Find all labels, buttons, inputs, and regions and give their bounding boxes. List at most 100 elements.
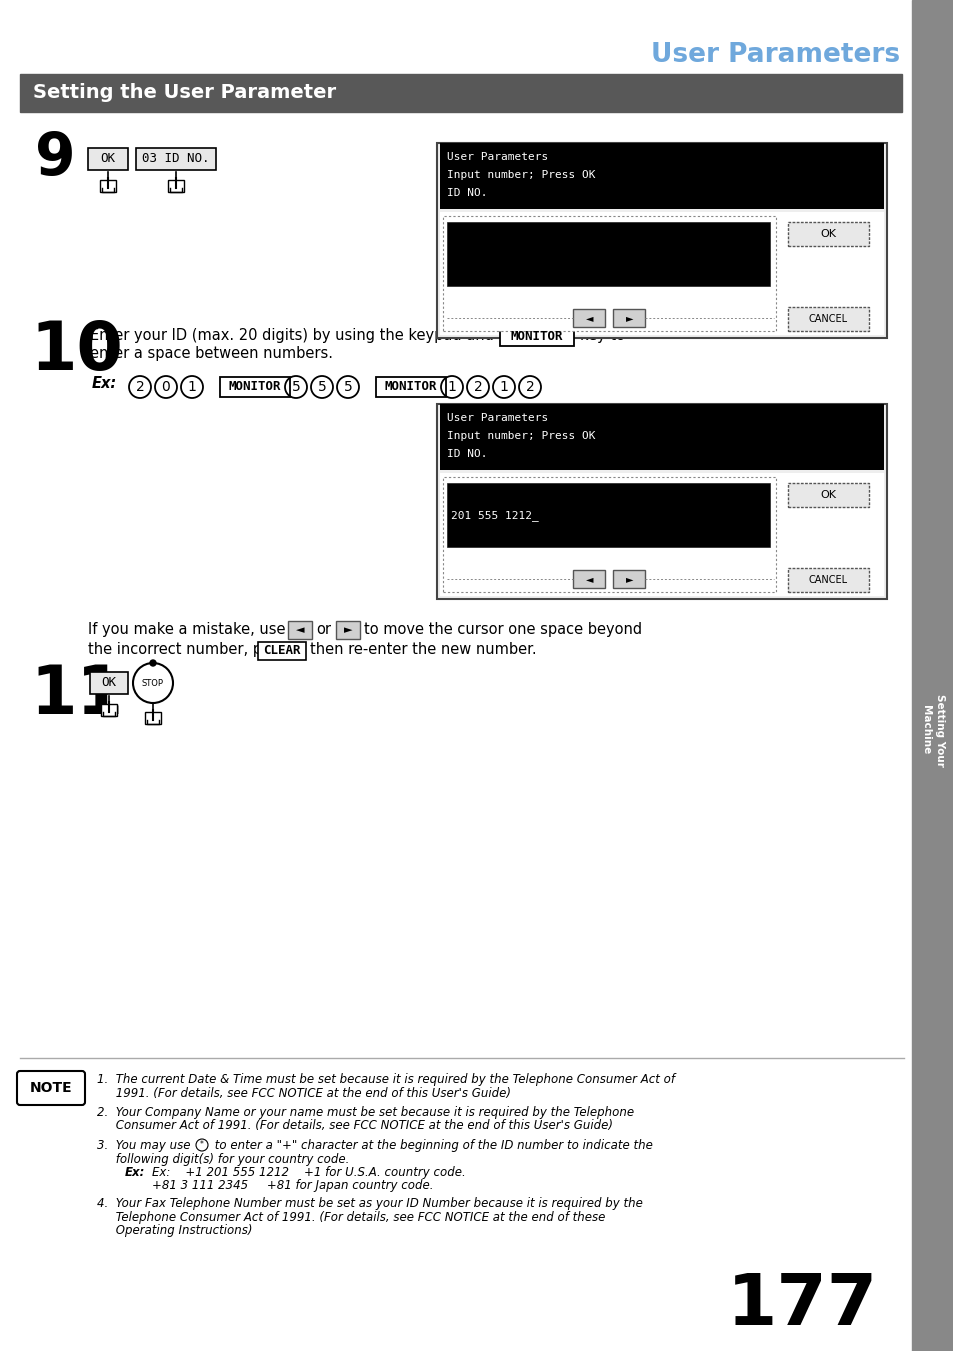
Text: 2: 2 xyxy=(135,380,144,394)
Text: User Parameters: User Parameters xyxy=(447,413,548,423)
Bar xyxy=(442,477,775,592)
Text: 5: 5 xyxy=(317,380,326,394)
Text: 1: 1 xyxy=(499,380,508,394)
Bar xyxy=(101,704,117,716)
Text: OK: OK xyxy=(820,490,836,500)
Bar xyxy=(573,570,605,588)
Text: MONITOR: MONITOR xyxy=(510,330,562,343)
Text: CANCEL: CANCEL xyxy=(808,313,847,324)
Text: Ex:: Ex: xyxy=(91,376,117,390)
Bar xyxy=(100,180,116,192)
Bar xyxy=(335,621,359,639)
Bar xyxy=(20,74,901,112)
FancyBboxPatch shape xyxy=(17,1071,85,1105)
Text: 5: 5 xyxy=(292,380,300,394)
Text: Telephone Consumer Act of 1991. (For details, see FCC NOTICE at the end of these: Telephone Consumer Act of 1991. (For det… xyxy=(97,1210,605,1224)
Text: 03 ID NO.: 03 ID NO. xyxy=(142,153,210,166)
Text: 9: 9 xyxy=(35,130,75,186)
Text: enter a space between numbers.: enter a space between numbers. xyxy=(90,346,333,361)
Text: User Parameters: User Parameters xyxy=(650,42,899,68)
Bar xyxy=(439,212,883,335)
Text: 1: 1 xyxy=(188,380,196,394)
Text: 11: 11 xyxy=(30,662,123,728)
Bar xyxy=(447,484,769,547)
Text: Enter your ID (max. 20 digits) by using the keypad and: Enter your ID (max. 20 digits) by using … xyxy=(90,328,494,343)
Text: ►: ► xyxy=(625,313,633,323)
Circle shape xyxy=(150,661,156,666)
Bar xyxy=(787,567,868,592)
Text: ◄: ◄ xyxy=(585,574,593,584)
Text: MONITOR: MONITOR xyxy=(384,381,436,393)
Bar xyxy=(257,642,306,661)
Text: OK: OK xyxy=(101,677,116,689)
Text: 1.  The current Date & Time must be set because it is required by the Telephone : 1. The current Date & Time must be set b… xyxy=(97,1073,675,1086)
Bar xyxy=(911,0,953,1351)
Text: or: or xyxy=(315,621,331,638)
Text: Setting Your
Machine: Setting Your Machine xyxy=(921,693,943,766)
Text: If you make a mistake, use: If you make a mistake, use xyxy=(88,621,285,638)
Text: 3.  You may use: 3. You may use xyxy=(97,1139,191,1152)
Text: 4.  Your Fax Telephone Number must be set as your ID Number because it is requir: 4. Your Fax Telephone Number must be set… xyxy=(97,1197,642,1210)
Text: MONITOR: MONITOR xyxy=(229,381,281,393)
Bar xyxy=(88,149,128,170)
Text: 1991. (For details, see FCC NOTICE at the end of this User's Guide): 1991. (For details, see FCC NOTICE at th… xyxy=(97,1086,511,1100)
Text: 10: 10 xyxy=(30,317,123,384)
Text: OK: OK xyxy=(820,230,836,239)
Text: ID NO.: ID NO. xyxy=(447,188,487,199)
Bar xyxy=(145,712,161,724)
Text: 2: 2 xyxy=(525,380,534,394)
Text: Ex:    +1 201 555 1212    +1 for U.S.A. country code.: Ex: +1 201 555 1212 +1 for U.S.A. countr… xyxy=(152,1166,465,1179)
Text: CANCEL: CANCEL xyxy=(808,576,847,585)
Text: +81 3 111 2345     +81 for Japan country code.: +81 3 111 2345 +81 for Japan country cod… xyxy=(152,1179,433,1193)
Bar xyxy=(436,143,886,338)
Text: ◄: ◄ xyxy=(585,313,593,323)
Bar xyxy=(442,216,775,331)
Text: CLEAR: CLEAR xyxy=(263,644,300,658)
Text: following digit(s) for your country code.: following digit(s) for your country code… xyxy=(97,1152,349,1166)
Bar xyxy=(787,222,868,246)
Text: Input number; Press OK: Input number; Press OK xyxy=(447,431,595,440)
Text: User Parameters: User Parameters xyxy=(447,153,548,162)
Text: to move the cursor one space beyond: to move the cursor one space beyond xyxy=(364,621,641,638)
Bar xyxy=(375,377,446,397)
Text: STOP: STOP xyxy=(142,678,164,688)
Text: 1: 1 xyxy=(447,380,456,394)
Text: then re-enter the new number.: then re-enter the new number. xyxy=(310,642,536,657)
Text: Operating Instructions): Operating Instructions) xyxy=(97,1224,253,1238)
Text: 177: 177 xyxy=(726,1271,877,1340)
Bar xyxy=(168,180,184,192)
Text: Setting the User Parameter: Setting the User Parameter xyxy=(33,84,335,103)
Text: 2: 2 xyxy=(473,380,482,394)
Text: ►: ► xyxy=(343,626,352,635)
Bar xyxy=(439,404,883,470)
Text: ◄: ◄ xyxy=(295,626,304,635)
Text: 201 555 1212_: 201 555 1212_ xyxy=(451,509,538,520)
Bar xyxy=(613,570,645,588)
Text: OK: OK xyxy=(100,153,115,166)
Text: Consumer Act of 1991. (For details, see FCC NOTICE at the end of this User's Gui: Consumer Act of 1991. (For details, see … xyxy=(97,1120,613,1132)
Text: Ex:: Ex: xyxy=(125,1166,145,1179)
Bar xyxy=(220,377,290,397)
Bar xyxy=(787,484,868,507)
Bar xyxy=(447,222,769,286)
Text: key to: key to xyxy=(579,328,624,343)
Bar xyxy=(136,149,215,170)
Text: to enter a "+" character at the beginning of the ID number to indicate the: to enter a "+" character at the beginnin… xyxy=(211,1139,652,1152)
Bar xyxy=(439,473,883,596)
Bar xyxy=(439,143,883,209)
Text: ID NO.: ID NO. xyxy=(447,449,487,459)
Bar xyxy=(613,309,645,327)
Text: 5: 5 xyxy=(343,380,352,394)
Bar xyxy=(288,621,312,639)
Text: 0: 0 xyxy=(161,380,171,394)
Bar xyxy=(90,671,128,694)
Text: the incorrect number, press: the incorrect number, press xyxy=(88,642,292,657)
Text: 2.  Your Company Name or your name must be set because it is required by the Tel: 2. Your Company Name or your name must b… xyxy=(97,1106,634,1119)
Text: ►: ► xyxy=(625,574,633,584)
Bar xyxy=(787,307,868,331)
Bar xyxy=(499,326,574,346)
Text: *: * xyxy=(200,1140,204,1150)
Text: Input number; Press OK: Input number; Press OK xyxy=(447,170,595,180)
Bar xyxy=(573,309,605,327)
Bar xyxy=(436,404,886,598)
